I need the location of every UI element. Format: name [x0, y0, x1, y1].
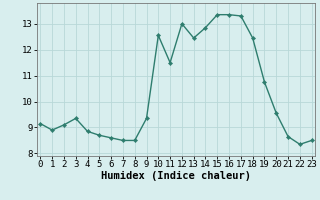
X-axis label: Humidex (Indice chaleur): Humidex (Indice chaleur) — [101, 171, 251, 181]
